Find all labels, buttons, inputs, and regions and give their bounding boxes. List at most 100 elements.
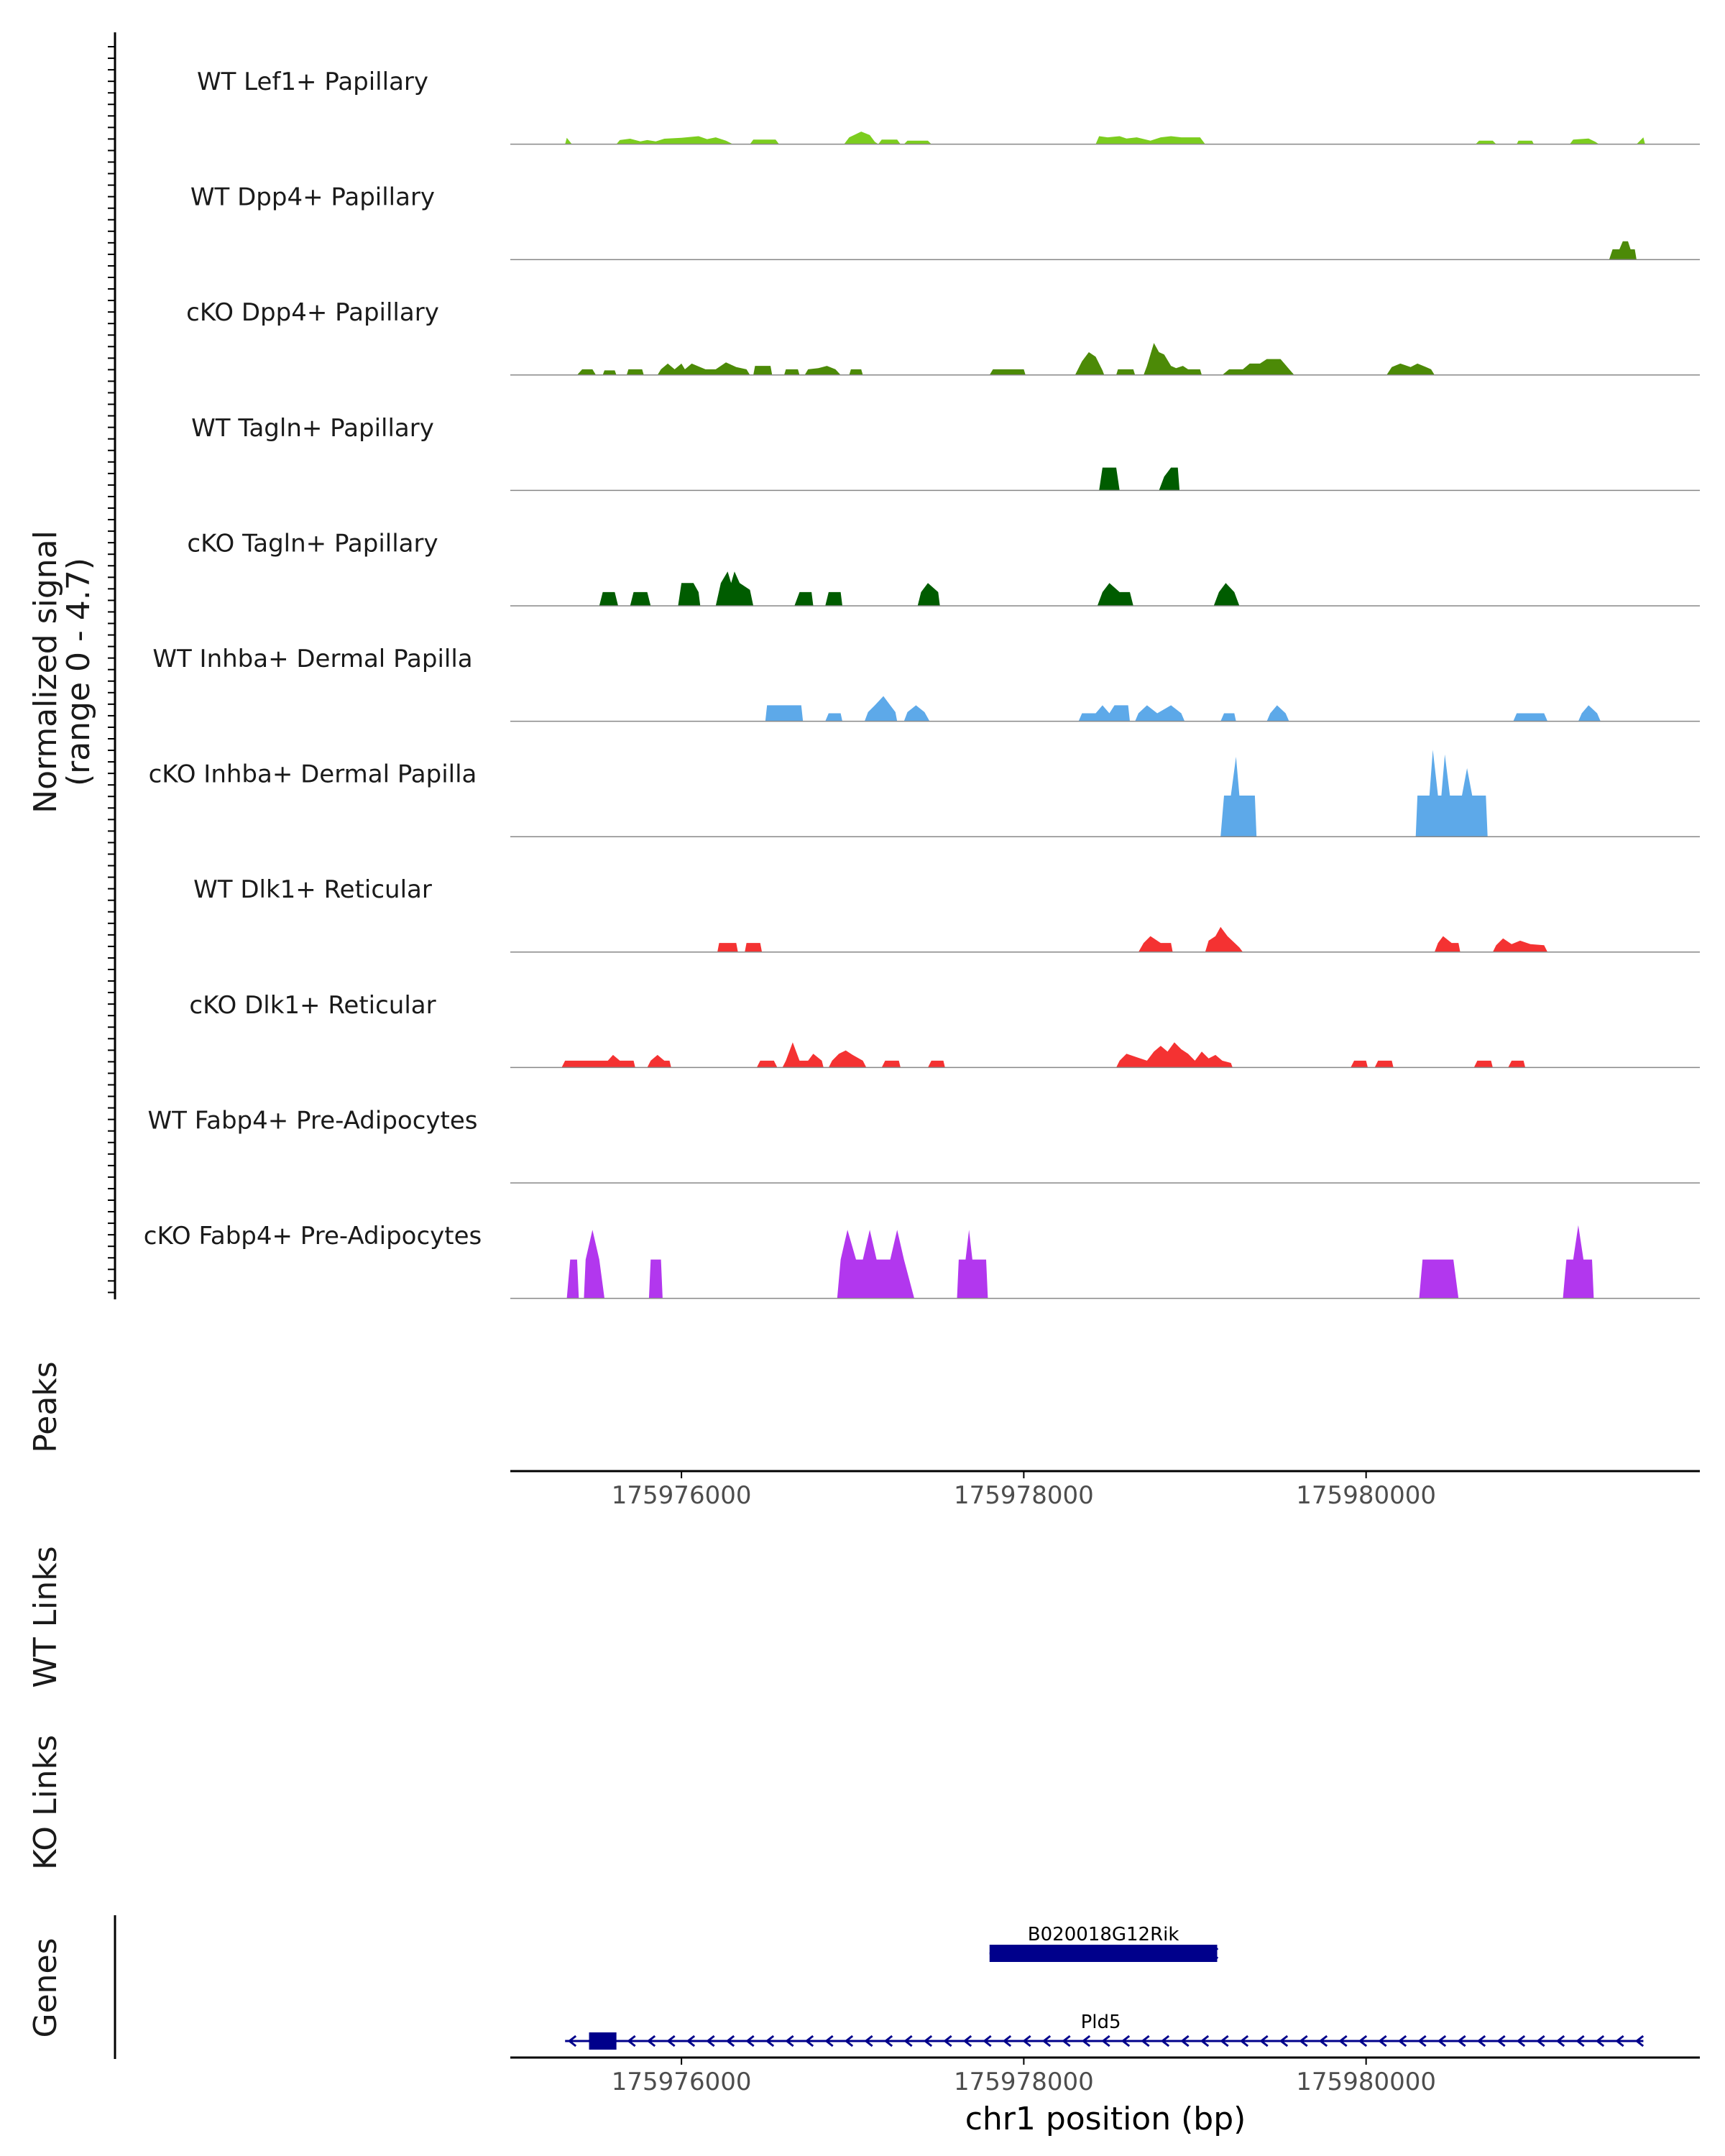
track-4: cKO Tagln+ Papillary (187, 529, 1700, 607)
track-signal-area (765, 696, 1601, 722)
track-label: cKO Inhba+ Dermal Papilla (149, 760, 477, 789)
strand-arrow (1576, 2035, 1585, 2047)
strand-arrow (962, 2035, 972, 2047)
track-label: WT Tagln+ Papillary (191, 414, 434, 443)
strand-arrow (1022, 2035, 1031, 2047)
coverage-tracks: WT Lef1+ Papillary WT Dpp4+ Papillary cKO … (144, 68, 1700, 1299)
strand-arrow (1634, 2035, 1644, 2047)
strand-arrow (864, 2035, 873, 2047)
strand-arrow (1417, 2035, 1427, 2047)
strand-arrow (983, 2035, 992, 2047)
track-label: cKO Tagln+ Papillary (187, 529, 438, 558)
gene-label: B020018G12Rik (1028, 1924, 1179, 1945)
track-label: WT Dlk1+ Reticular (193, 875, 432, 904)
strand-arrow (1200, 2035, 1210, 2047)
track-signal-area (1220, 750, 1488, 837)
strand-arrow (883, 2035, 893, 2047)
track-signal-area (566, 1225, 1594, 1299)
track-signal-area (717, 926, 1548, 952)
strand-arrow (943, 2035, 952, 2047)
track-3: WT Tagln+ Papillary (191, 414, 1700, 492)
track-signal-area (1609, 241, 1637, 260)
peaks-x-axis: 175976000 175978000 175980000 (510, 1470, 1700, 1510)
strand-arrow (1457, 2035, 1466, 2047)
genes-x-axis: 175976000 175978000 175980000 (510, 2056, 1700, 2096)
peaks-x-tick-label: 175980000 (1296, 1481, 1436, 1510)
genes-x-tick-label: 175978000 (954, 2068, 1094, 2096)
track-5: WT Inhba+ Dermal Papilla (152, 645, 1700, 722)
strand-arrow (1239, 2035, 1249, 2047)
strand-arrow (824, 2035, 834, 2047)
strand-arrow (765, 2035, 775, 2047)
strand-arrow (1536, 2035, 1545, 2047)
gene-exon (589, 2032, 617, 2050)
strand-arrow (1338, 2035, 1348, 2047)
strand-arrow (785, 2035, 794, 2047)
coverage-y-axis (108, 32, 116, 1299)
strand-arrow (1358, 2035, 1368, 2047)
track-1: WT Dpp4+ Papillary (190, 183, 1700, 260)
strand-arrow (1180, 2035, 1190, 2047)
peaks-panel-label: Peaks (27, 1361, 64, 1452)
track-label: cKO Dpp4+ Papillary (186, 298, 439, 327)
strand-arrow (1279, 2035, 1289, 2047)
gene-label: Pld5 (1081, 2012, 1121, 2033)
gene-annotations: B020018G12Rik Pld5 (565, 1924, 1644, 2050)
track-0: WT Lef1+ Papillary (197, 68, 1700, 145)
strand-arrow (1141, 2035, 1150, 2047)
gene-1: Pld5 (565, 2012, 1644, 2050)
strand-arrow (1081, 2035, 1091, 2047)
track-label: WT Lef1+ Papillary (197, 68, 428, 96)
track-signal-area (1099, 467, 1180, 491)
strand-arrow (1299, 2035, 1308, 2047)
strand-arrow (706, 2035, 715, 2047)
strand-arrow (1476, 2035, 1486, 2047)
strand-arrow (1259, 2035, 1269, 2047)
track-signal-area (561, 1042, 1526, 1068)
strand-arrow (923, 2035, 933, 2047)
strand-arrow (1121, 2035, 1131, 2047)
track-label: WT Dpp4+ Papillary (190, 183, 435, 212)
track-10: cKO Fabp4+ Pre-Adipocytes (144, 1222, 1700, 1299)
track-signal-area (565, 132, 1645, 144)
strand-arrow (1397, 2035, 1407, 2047)
strand-arrow (1555, 2035, 1565, 2047)
strand-arrow (567, 2035, 577, 2047)
strand-arrow (1062, 2035, 1071, 2047)
strand-arrow (1160, 2035, 1170, 2047)
strand-arrow (686, 2035, 696, 2047)
strand-arrow (1378, 2035, 1387, 2047)
track-8: cKO Dlk1+ Reticular (189, 991, 1700, 1069)
strand-arrow (1101, 2035, 1110, 2047)
coverage-y-label-line1: Normalized signal (27, 530, 64, 814)
genes-x-tick-label: 175976000 (612, 2068, 752, 2096)
strand-arrow (1615, 2035, 1624, 2047)
track-2: cKO Dpp4+ Papillary (186, 298, 1700, 376)
strand-arrow (1002, 2035, 1012, 2047)
strand-arrow (844, 2035, 854, 2047)
track-7: WT Dlk1+ Reticular (193, 875, 1700, 953)
strand-arrow (1595, 2035, 1605, 2047)
track-label: WT Fabp4+ Pre-Adipocytes (148, 1106, 478, 1135)
strand-arrow (725, 2035, 735, 2047)
peaks-x-tick-label: 175976000 (612, 1481, 752, 1510)
ko-links-panel-label: KO Links (27, 1735, 64, 1870)
strand-arrow (627, 2035, 636, 2047)
wt-links-panel-label: WT Links (27, 1546, 64, 1687)
strand-arrow (1318, 2035, 1328, 2047)
track-label: cKO Fabp4+ Pre-Adipocytes (144, 1222, 482, 1250)
peaks-x-tick-label: 175978000 (954, 1481, 1094, 1510)
track-label: cKO Dlk1+ Reticular (189, 991, 436, 1020)
genes-panel-label: Genes (27, 1938, 64, 2037)
gene-exon (989, 1945, 1218, 1962)
strand-arrow (804, 2035, 814, 2047)
strand-arrow (1220, 2035, 1229, 2047)
strand-arrow (1041, 2035, 1052, 2047)
coverage-y-label-line2: (range 0 - 4.7) (60, 558, 97, 786)
strand-arrow (646, 2035, 656, 2047)
strand-arrow (1496, 2035, 1506, 2047)
track-6: cKO Inhba+ Dermal Papilla (149, 750, 1700, 837)
genes-x-tick-label: 175980000 (1296, 2068, 1436, 2096)
track-label: WT Inhba+ Dermal Papilla (152, 645, 472, 673)
